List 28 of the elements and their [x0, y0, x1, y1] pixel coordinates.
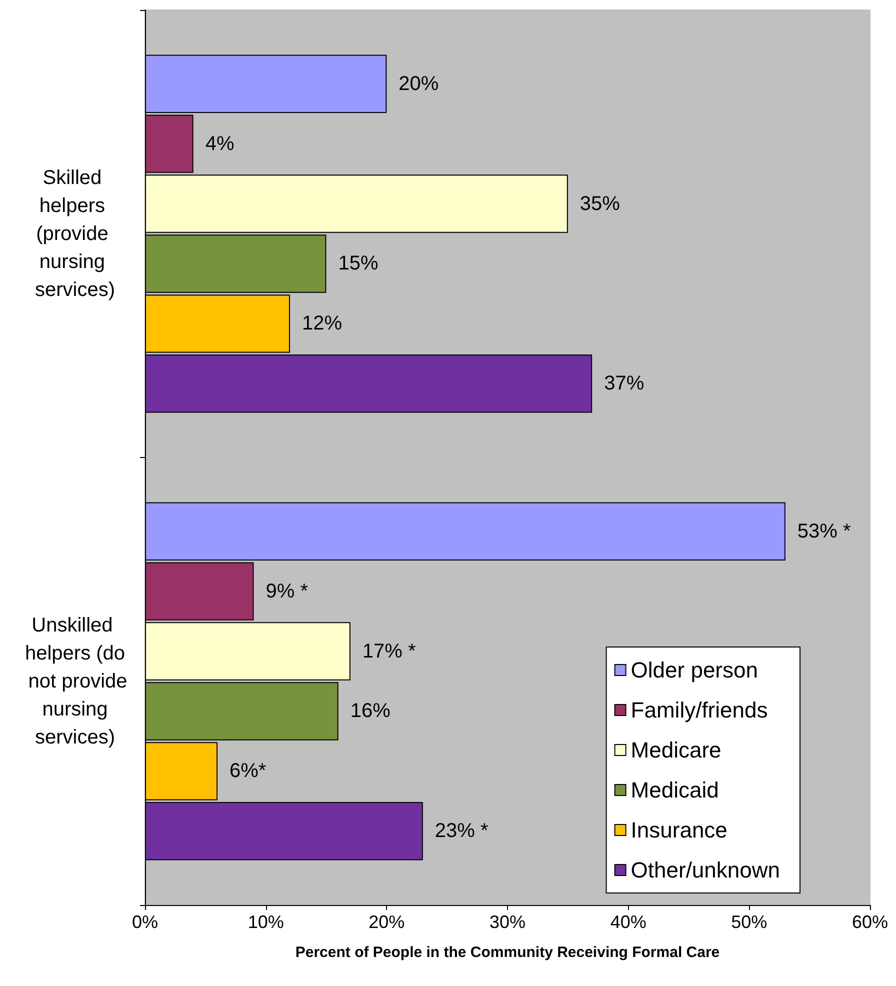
legend-label: Medicaid	[630, 778, 719, 802]
data-label: 53% *	[797, 520, 852, 542]
legend-label: Insurance	[630, 818, 728, 842]
x-axis-title: Percent of People in the Community Receiving Formal Care	[295, 944, 720, 961]
data-label: 17% *	[362, 640, 416, 662]
y-tick-label: Unskilled helpers (do not provide nursing services)	[22, 614, 128, 748]
data-label: 16%	[350, 700, 391, 722]
y-tick-label: Skilled helpers (provide nursing services)	[34, 166, 116, 301]
x-tick-label: 0%	[132, 912, 158, 932]
x-tick-label: 50%	[731, 912, 768, 932]
data-label: 35%	[580, 192, 620, 215]
x-tick-label: 10%	[248, 912, 284, 932]
data-label: 20%	[398, 72, 439, 95]
data-label: 37%	[604, 372, 644, 395]
x-tick-label: 40%	[610, 912, 646, 932]
x-tick-label: 30%	[489, 912, 526, 932]
data-label: 23% *	[434, 820, 489, 842]
legend-label: Family/friends	[630, 698, 768, 722]
data-label: 9% *	[266, 580, 308, 602]
legend-label: Older person	[630, 658, 758, 682]
legend-label: Medicare	[630, 738, 722, 762]
data-label: 4%	[205, 132, 234, 155]
legend-label: Other/unknown	[630, 858, 780, 882]
data-label: 6%*	[230, 760, 266, 782]
x-tick-label: 20%	[368, 912, 405, 932]
x-tick-label: 60%	[852, 912, 888, 932]
data-label: 12%	[302, 312, 342, 335]
data-label: 15%	[338, 252, 378, 275]
